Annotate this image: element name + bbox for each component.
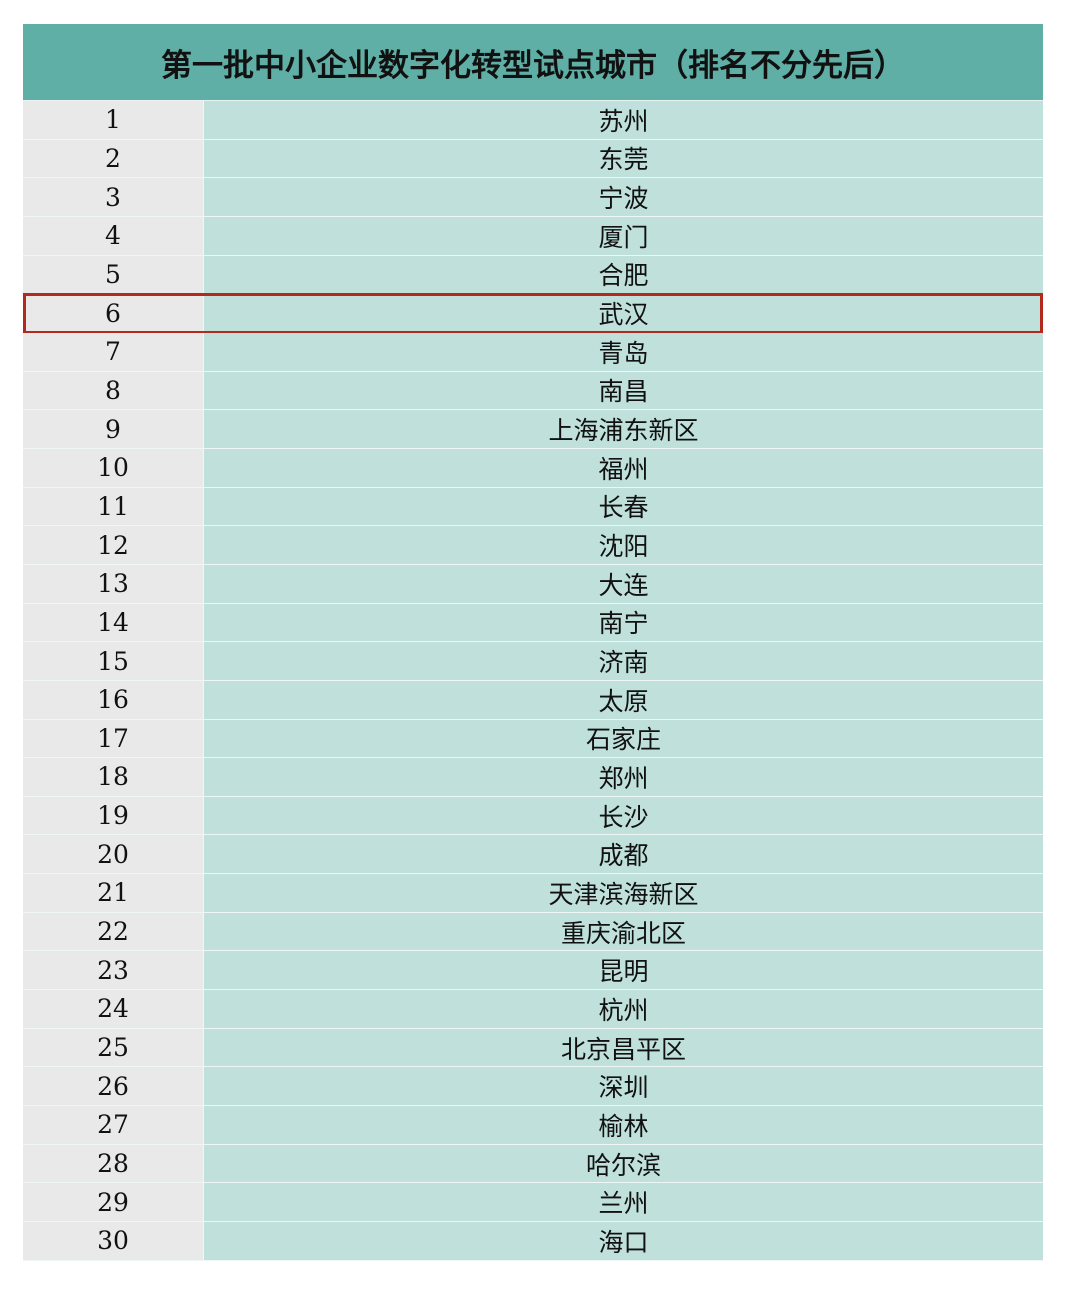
city-name: 海口 [204,1222,1043,1260]
row-number: 17 [23,719,204,758]
row-number: 21 [23,874,204,912]
table-row: 15 济南 [23,642,1043,681]
table-row: 10 福州 [23,448,1043,488]
table-row: 1 苏州 [23,101,1043,140]
table-row: 25 北京昌平区 [23,1028,1043,1068]
row-number: 12 [23,526,204,564]
row-number: 15 [23,642,204,680]
city-name: 大连 [204,564,1043,603]
row-number: 4 [23,216,204,255]
table-row: 18 郑州 [23,758,1043,797]
city-name: 重庆渝北区 [204,912,1043,951]
city-name: 郑州 [204,758,1043,796]
row-number: 13 [23,564,204,603]
city-name: 榆林 [204,1106,1043,1144]
table-row: 3 宁波 [23,178,1043,217]
table-row: 29 兰州 [23,1183,1043,1223]
row-number: 22 [23,912,204,951]
table-row: 5 合肥 [23,255,1043,295]
city-name: 合肥 [204,255,1043,294]
row-number: 20 [23,835,204,874]
city-name: 上海浦东新区 [204,410,1043,448]
pilot-cities-table: 第一批中小企业数字化转型试点城市（排名不分先后） 1 苏州 2 东莞 3 宁波 4 厦门 5 合肥… [23,24,1043,1261]
table-row: 4 厦门 [23,216,1043,256]
city-name: 厦门 [204,216,1043,255]
row-number: 3 [23,178,204,216]
city-name: 长沙 [204,796,1043,835]
row-number: 10 [23,448,204,487]
table-row: 17 石家庄 [23,719,1043,759]
table-row: 26 深圳 [23,1067,1043,1107]
table-row: 20 成都 [23,835,1043,875]
row-number: 19 [23,796,204,835]
city-name: 兰州 [204,1183,1043,1222]
row-number: 6 [23,294,204,332]
table-row: 7 青岛 [23,332,1043,372]
row-number: 5 [23,255,204,294]
city-name: 北京昌平区 [204,1028,1043,1067]
table-row: 23 昆明 [23,951,1043,991]
row-number: 1 [23,101,204,139]
row-number: 25 [23,1028,204,1067]
table-row: 8 南昌 [23,371,1043,411]
table-row: 27 榆林 [23,1106,1043,1145]
city-name: 杭州 [204,990,1043,1028]
city-name: 成都 [204,835,1043,874]
row-number: 23 [23,951,204,990]
row-number: 16 [23,680,204,719]
row-number: 26 [23,1067,204,1106]
city-name: 哈尔滨 [204,1144,1043,1183]
table-row: 30 海口 [23,1222,1043,1261]
city-name: 青岛 [204,332,1043,371]
city-name: 石家庄 [204,719,1043,758]
row-number: 2 [23,139,204,178]
table-row: 24 杭州 [23,990,1043,1029]
row-number: 28 [23,1144,204,1183]
city-name: 苏州 [204,101,1043,139]
table-row: 14 南宁 [23,603,1043,643]
table-row: 2 东莞 [23,139,1043,179]
city-name: 太原 [204,680,1043,719]
row-number: 14 [23,603,204,642]
city-name: 南昌 [204,371,1043,410]
row-number: 9 [23,410,204,448]
table-row: 12 沈阳 [23,526,1043,565]
row-number: 24 [23,990,204,1028]
table-row: 16 太原 [23,680,1043,720]
row-number: 27 [23,1106,204,1144]
table-title: 第一批中小企业数字化转型试点城市（排名不分先后） [23,24,1043,101]
row-number: 29 [23,1183,204,1222]
table-row: 9 上海浦东新区 [23,410,1043,449]
city-name: 济南 [204,642,1043,680]
row-number: 18 [23,758,204,796]
row-number: 30 [23,1222,204,1260]
city-name: 长春 [204,487,1043,526]
table-row: 21 天津滨海新区 [23,874,1043,913]
row-number: 11 [23,487,204,526]
city-name: 武汉 [204,294,1043,332]
table-row: 11 长春 [23,487,1043,527]
city-name: 东莞 [204,139,1043,178]
city-name: 宁波 [204,178,1043,216]
city-name: 南宁 [204,603,1043,642]
table-body: 1 苏州 2 东莞 3 宁波 4 厦门 5 合肥 6 武汉 7 青岛 8 南昌 9 上海浦东新区 10 福州 11 长春 1… [23,101,1043,1261]
table-row: 13 大连 [23,564,1043,604]
city-name: 昆明 [204,951,1043,990]
table-row: 19 长沙 [23,796,1043,836]
city-name: 沈阳 [204,526,1043,564]
table-row-highlighted: 6 武汉 [23,293,1043,334]
city-name: 福州 [204,448,1043,487]
row-number: 8 [23,371,204,410]
city-name: 天津滨海新区 [204,874,1043,912]
city-name: 深圳 [204,1067,1043,1106]
row-number: 7 [23,332,204,371]
table-row: 22 重庆渝北区 [23,912,1043,952]
table-row: 28 哈尔滨 [23,1144,1043,1184]
